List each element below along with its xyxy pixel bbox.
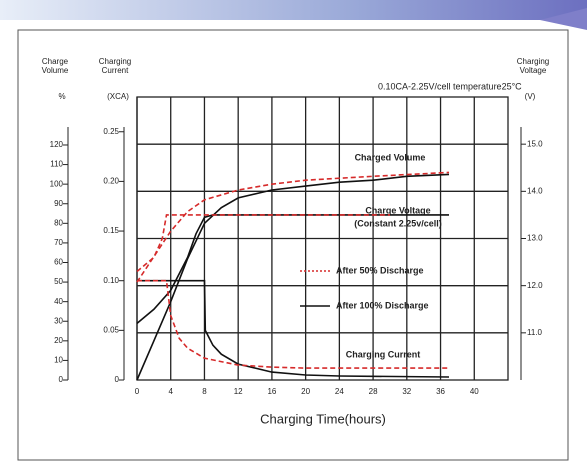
tick-label: 70 [54,238,63,247]
series-line [137,279,450,378]
tick-label: 0 [59,375,64,384]
x-tick-label: 40 [470,387,479,396]
legend-label: After 50% Discharge [336,265,424,275]
tick-label: 0.25 [103,127,119,136]
series-line [137,279,449,369]
x-axis-label: Charging Time(hours) [260,411,386,426]
series-line [136,171,450,283]
banner-arrow [540,8,587,30]
x-tick-label: 16 [267,387,276,396]
tick-label: 10 [54,356,63,365]
tick-label: 50 [54,277,63,286]
frame [17,29,569,461]
y3-label: Charging [99,57,131,66]
tick-label: 0.20 [103,177,119,186]
tick-label: 12.0 [527,281,543,290]
tick-label: 90 [54,199,63,208]
legend-label: After 100% Discharge [336,300,429,310]
tick-label: 80 [54,218,63,227]
tick-label: 110 [50,160,63,169]
y-unit: % [58,92,65,101]
tick-label: 40 [54,297,63,306]
tick-label: 0.15 [103,226,119,235]
tick-label: 11.0 [527,328,543,337]
curve-label: Charged Volume [355,152,426,162]
curve-label: (Constant 2.25v/cell) [354,218,442,228]
y-label: Volume [42,66,69,75]
tick-label: 14.0 [527,186,543,195]
x-tick-label: 20 [301,387,310,396]
y3-unit: (XCA) [107,92,129,101]
tick-label: 20 [54,336,63,345]
series-line [136,214,390,273]
tick-label: 0.10 [103,276,119,285]
tick-label: 15.0 [527,139,543,148]
curve-label: Charge Voltage [365,205,430,215]
tick-label: 60 [54,258,63,267]
y-label: Charge [42,57,69,66]
y3-label: Current [102,66,129,75]
x-tick-label: 0 [135,387,140,396]
y2-unit: (V) [525,92,536,101]
x-tick-label: 4 [169,387,174,396]
series-line [136,214,449,325]
tick-label: 0 [115,375,120,384]
tick-label: 0.05 [103,325,119,334]
x-tick-label: 32 [402,387,411,396]
x-tick-label: 24 [335,387,344,396]
tick-label: 13.0 [527,234,543,243]
y2-label: Charging [517,57,549,66]
curve-label: Charging Current [346,349,421,359]
y2-label: Voltage [520,66,547,75]
x-tick-label: 28 [369,387,378,396]
x-tick-label: 8 [202,387,207,396]
tick-label: 30 [54,316,63,325]
plot-border [136,96,509,381]
annotation: 0.10CA-2.25V/cell temperature25°C [378,81,522,91]
tick-label: 120 [50,140,64,149]
banner [0,0,587,20]
tick-label: 100 [50,179,64,188]
x-tick-label: 12 [234,387,243,396]
series-line [136,173,450,381]
x-tick-label: 36 [436,387,445,396]
